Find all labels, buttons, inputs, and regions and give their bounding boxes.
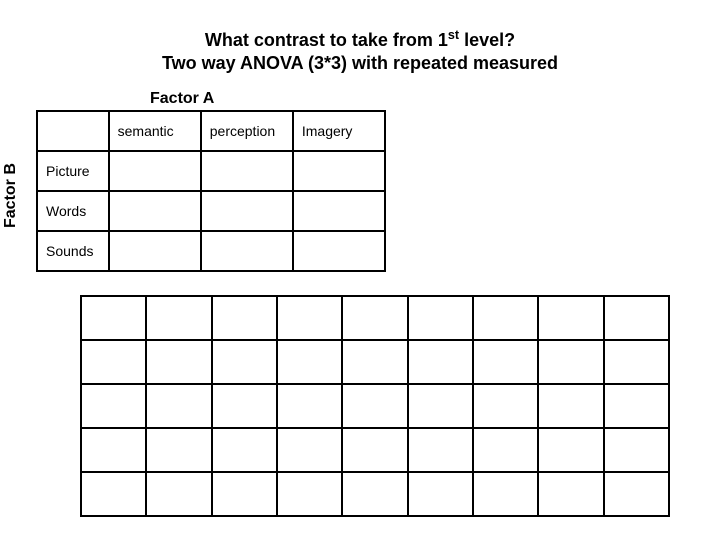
design-matrix <box>80 295 670 517</box>
header-cell-imagery: Imagery <box>293 111 385 151</box>
cell <box>81 296 146 340</box>
cell <box>146 296 211 340</box>
cell <box>342 340 407 384</box>
cell <box>146 384 211 428</box>
cell <box>604 384 669 428</box>
cell <box>277 296 342 340</box>
cell <box>408 296 473 340</box>
table-row <box>81 340 669 384</box>
cell <box>473 428 538 472</box>
cell <box>604 296 669 340</box>
cell <box>342 384 407 428</box>
row-label-picture: Picture <box>37 151 109 191</box>
cell <box>81 384 146 428</box>
cell <box>473 384 538 428</box>
cell <box>473 296 538 340</box>
header-cell-empty <box>37 111 109 151</box>
title-line2: Two way ANOVA (3*3) with repeated measur… <box>162 53 558 73</box>
cell <box>201 231 293 271</box>
cell <box>212 340 277 384</box>
cell <box>277 472 342 516</box>
cell <box>277 428 342 472</box>
cell <box>293 191 385 231</box>
cell <box>81 428 146 472</box>
cell <box>538 340 603 384</box>
title-line1-sup: st <box>448 28 459 42</box>
cell <box>81 340 146 384</box>
cell <box>146 472 211 516</box>
title-line1-post: level? <box>459 30 515 50</box>
cell <box>146 340 211 384</box>
cell <box>408 340 473 384</box>
cell <box>538 472 603 516</box>
cell <box>293 231 385 271</box>
cell <box>342 472 407 516</box>
factor-b-label: Factor B <box>2 163 20 228</box>
cell <box>277 340 342 384</box>
cell <box>342 296 407 340</box>
cell <box>109 231 201 271</box>
table-row: Picture <box>37 151 385 191</box>
cell <box>81 472 146 516</box>
cell <box>109 191 201 231</box>
cell <box>201 191 293 231</box>
cell <box>408 384 473 428</box>
cell <box>212 384 277 428</box>
cell <box>473 340 538 384</box>
table-row: Words <box>37 191 385 231</box>
cell <box>212 472 277 516</box>
cell <box>473 472 538 516</box>
row-label-words: Words <box>37 191 109 231</box>
cell <box>538 384 603 428</box>
header-cell-semantic: semantic <box>109 111 201 151</box>
anova-table: semantic perception Imagery Picture Word… <box>36 110 386 272</box>
table-row <box>81 472 669 516</box>
cell <box>604 472 669 516</box>
table-row: semantic perception Imagery <box>37 111 385 151</box>
cell <box>146 428 211 472</box>
cell <box>538 296 603 340</box>
table-row: Sounds <box>37 231 385 271</box>
factor-a-label: Factor A <box>150 90 214 108</box>
row-label-sounds: Sounds <box>37 231 109 271</box>
cell <box>201 151 293 191</box>
cell <box>538 428 603 472</box>
cell <box>408 472 473 516</box>
table-row <box>81 296 669 340</box>
cell <box>293 151 385 191</box>
cell <box>604 340 669 384</box>
page-title: What contrast to take from 1st level? Tw… <box>0 28 720 74</box>
header-cell-perception: perception <box>201 111 293 151</box>
cell <box>604 428 669 472</box>
table-row <box>81 428 669 472</box>
cell <box>342 428 407 472</box>
cell <box>212 428 277 472</box>
cell <box>109 151 201 191</box>
table-row <box>81 384 669 428</box>
cell <box>408 428 473 472</box>
title-line1-pre: What contrast to take from 1 <box>205 30 448 50</box>
cell <box>212 296 277 340</box>
cell <box>277 384 342 428</box>
